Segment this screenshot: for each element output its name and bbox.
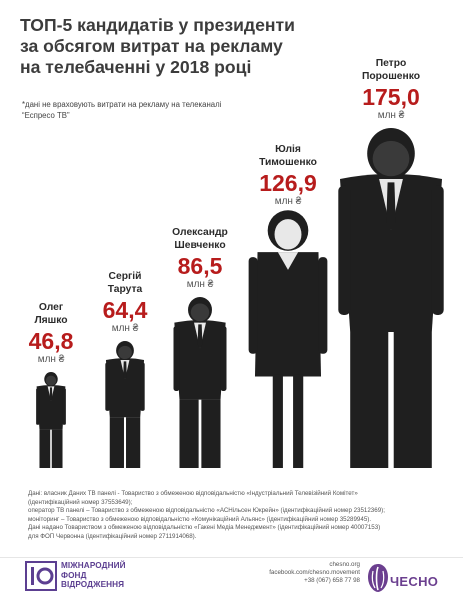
candidate-name-line: Порошенко bbox=[361, 71, 421, 82]
footnote: *дані не враховують витрати на рекламу н… bbox=[22, 100, 222, 120]
bar-figure bbox=[248, 210, 328, 468]
candidate-name: Юлія Тимошенко bbox=[233, 143, 343, 169]
website-link[interactable]: chesno.org bbox=[329, 561, 360, 568]
unit-label: млн ₴ bbox=[111, 323, 139, 334]
chesno-logo-icon bbox=[368, 564, 388, 592]
data-label: 46,8 bbox=[28, 328, 74, 354]
source-line: моніторинг – Товариство з обмеженою відп… bbox=[28, 515, 372, 523]
data-label: 175,0 bbox=[362, 84, 420, 110]
data-source: Дані: власник Даних ТВ панелі - Товарист… bbox=[28, 490, 433, 542]
candidate-name-line: Олександр bbox=[172, 227, 228, 238]
bar-figure bbox=[338, 128, 444, 468]
bar-figure bbox=[105, 341, 145, 468]
candidate-name: Петро Порошенко bbox=[336, 57, 446, 83]
source-line: Дані надано Товариством з обмеженою відп… bbox=[28, 524, 381, 532]
source-line: Дані: власник Даних ТВ панелі - Товарист… bbox=[28, 490, 358, 497]
unit-label: млн ₴ bbox=[377, 110, 405, 121]
irf-logo-icon bbox=[25, 561, 57, 591]
contacts: chesno.org facebook.com/chesno.movement … bbox=[250, 561, 360, 586]
candidate-name-line: Сергій bbox=[108, 271, 142, 282]
source-line: для ФОП Червонна (ідентифікаційний номер… bbox=[28, 532, 197, 540]
data-label: 126,9 bbox=[259, 170, 317, 196]
candidate-name-line: Тарута bbox=[107, 284, 143, 295]
candidate-name-line: Юлія bbox=[275, 144, 301, 155]
phone-number: +38 (067) 658 77 98 bbox=[304, 577, 360, 585]
source-line: оператор ТВ панелі – Товариство з обмеже… bbox=[28, 507, 385, 515]
candidate-name: Олег Ляшко bbox=[0, 301, 106, 327]
data-label: 86,5 bbox=[177, 253, 223, 279]
candidate-name: Олександр Шевченко bbox=[145, 226, 255, 252]
candidate-name-line: Тимошенко bbox=[259, 157, 317, 168]
footer-divider bbox=[0, 557, 463, 558]
unit-label: млн ₴ bbox=[274, 196, 302, 207]
unit-label: млн ₴ bbox=[186, 279, 214, 290]
page-title: ТОП-5 кандидатів у президенти за обсягом… bbox=[20, 15, 295, 77]
candidate-name-line: Ляшко bbox=[34, 315, 68, 326]
irf-logo-text: МІЖНАРОДНИЙ ФОНД ВІДРОДЖЕННЯ bbox=[61, 561, 126, 589]
source-line: (ідентифікаційний номер 37553649); bbox=[28, 498, 133, 506]
candidate-name-line: Олег bbox=[38, 302, 64, 313]
data-label: 64,4 bbox=[102, 297, 148, 323]
bar-figure bbox=[173, 297, 227, 468]
bar-figure bbox=[36, 372, 66, 468]
candidate-name-line: Петро bbox=[375, 58, 407, 69]
chesno-logo-text: ЧЕСНО bbox=[390, 574, 439, 589]
facebook-link[interactable]: facebook.com/chesno.movement bbox=[269, 569, 360, 577]
candidate-name: Сергій Тарута bbox=[70, 270, 180, 296]
candidate-name-line: Шевченко bbox=[174, 240, 226, 251]
unit-label: млн ₴ bbox=[37, 354, 65, 365]
